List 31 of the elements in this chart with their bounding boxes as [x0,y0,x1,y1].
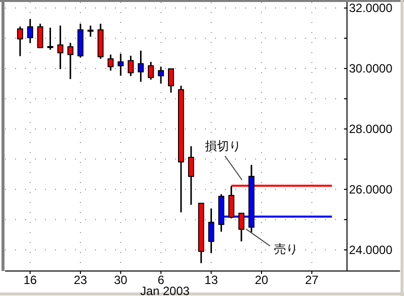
x-tick-label: 30 [114,273,128,287]
annotation: 売り [274,242,298,256]
candlestick [17,26,24,57]
annotation: 損切り [205,139,241,153]
candlestick [47,26,54,51]
candlestick [128,55,134,77]
candlestick [37,23,44,48]
candlestick [188,145,194,206]
candlestick [208,208,214,254]
y-tick-label: 28.0000 [349,122,393,136]
candlestick [67,42,74,80]
x-tick-label: 6 Jan 2003 [140,273,190,296]
candlestick [27,18,34,44]
y-tick-label: 26.0000 [349,182,393,196]
candlestick [238,212,244,242]
candlestick [158,66,164,84]
x-tick-label: 13 [204,273,218,287]
candlestick [57,24,64,70]
x-tick-label: 16 [23,273,38,287]
y-tick-label: 30.0000 [349,61,393,76]
y-tick-label: 32.0000 [349,1,393,16]
x-tick-label: 27 [305,273,319,287]
candlestick [118,52,124,76]
candlestick [168,68,174,94]
candlestick [108,54,114,72]
candlestick [88,24,94,38]
candlestick [148,61,154,80]
y-tick-label: 24.0000 [349,242,393,257]
x-tick-label: 20 [254,273,268,287]
candlestick [138,50,144,83]
x-tick-label: 23 [74,273,88,287]
